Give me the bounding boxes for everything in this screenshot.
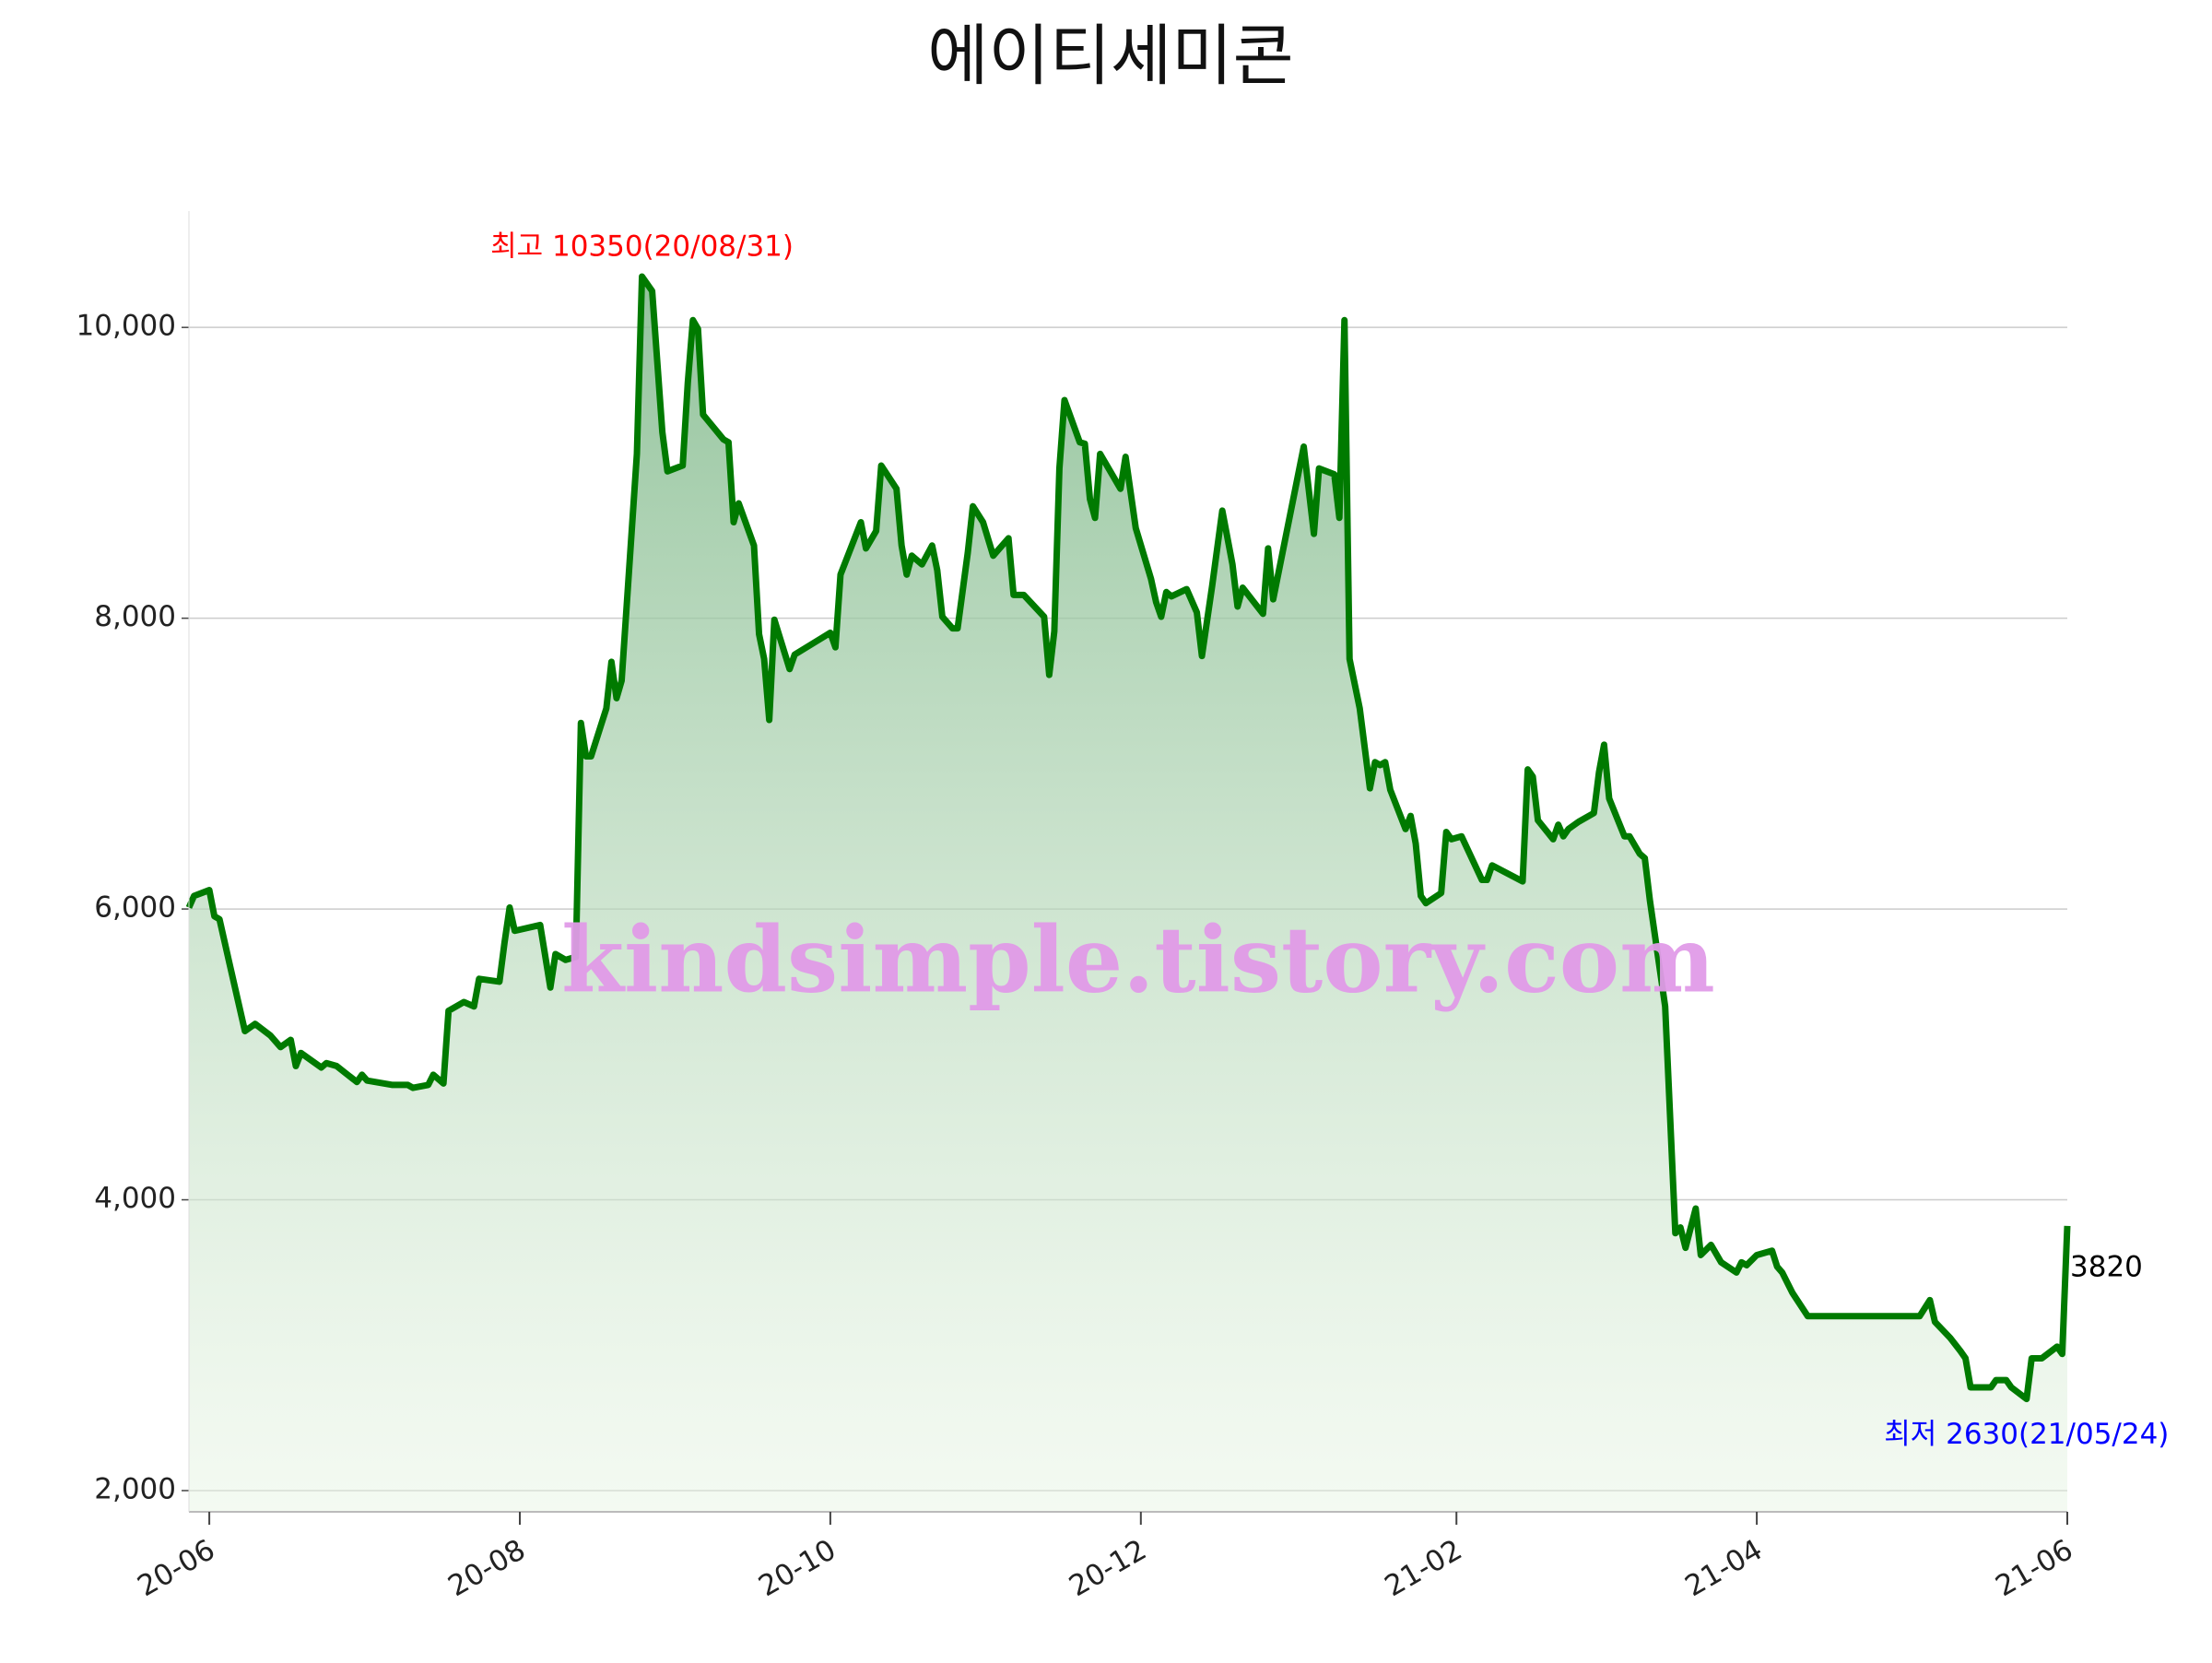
annotation: 최저 2630(21/05/24) [1884,1418,2169,1451]
y-tick-label: 10,000 [76,310,176,343]
annotation: 최고 10350(20/08/31) [490,230,794,263]
annotation: 3820 [2070,1250,2143,1283]
x-tick-label: 21-04 [1679,1533,1768,1603]
y-tick-label: 2,000 [94,1472,176,1505]
x-tick-label: 20-08 [442,1533,531,1603]
x-tick-label: 21-06 [1990,1533,2078,1603]
y-tick-label: 8,000 [94,600,176,633]
x-tick-label: 20-06 [132,1533,220,1603]
x-tick-label: 21-02 [1379,1533,1467,1603]
chart-title: 에이티세미콘 [927,18,1293,95]
price-line [185,273,2071,1403]
watermark: kindsimple.tistory.com [561,907,1715,1013]
area [189,276,2067,1513]
y-tick-label: 6,000 [94,891,176,925]
y-tick-label: 4,000 [94,1182,176,1215]
x-tick-label: 20-12 [1064,1533,1152,1603]
x-tick-label: 20-10 [753,1533,841,1603]
